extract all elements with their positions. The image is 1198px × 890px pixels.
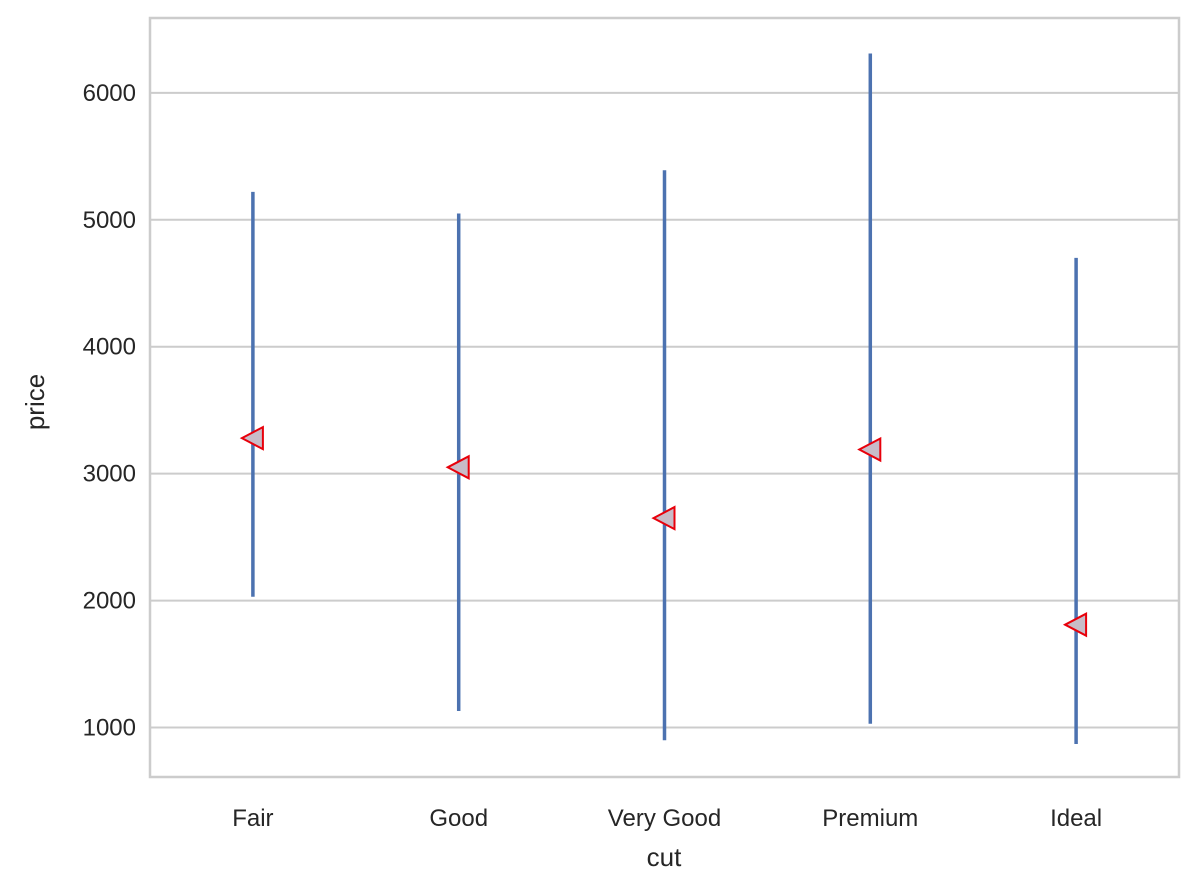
point-marker <box>239 425 264 451</box>
point-marker <box>651 505 676 531</box>
point-marker <box>445 454 470 480</box>
x-tick-label: Ideal <box>1050 805 1102 832</box>
y-tick-label: 5000 <box>83 207 136 234</box>
y-tick-label: 3000 <box>83 461 136 488</box>
x-tick-label: Good <box>429 805 488 832</box>
point-marker <box>857 436 882 463</box>
y-tick-label: 2000 <box>83 588 136 615</box>
y-tick-label: 4000 <box>83 334 136 361</box>
error-bars <box>251 53 1078 744</box>
x-tick-label: Premium <box>822 805 918 832</box>
plot-frame <box>148 16 1181 779</box>
point-markers <box>239 425 1088 638</box>
x-tick-label: Fair <box>232 805 273 832</box>
y-tick-labels: 1000 2000 3000 4000 5000 6000 <box>83 80 136 742</box>
y-axis-label: price <box>20 374 50 430</box>
point-marker <box>1062 612 1088 638</box>
y-tick-label: 1000 <box>83 715 136 742</box>
x-tick-labels: Fair Good Very Good Premium Ideal <box>232 805 1102 832</box>
y-tick-label: 6000 <box>83 80 136 107</box>
x-tick-label: Very Good <box>608 805 721 832</box>
x-axis-label: cut <box>647 842 682 872</box>
